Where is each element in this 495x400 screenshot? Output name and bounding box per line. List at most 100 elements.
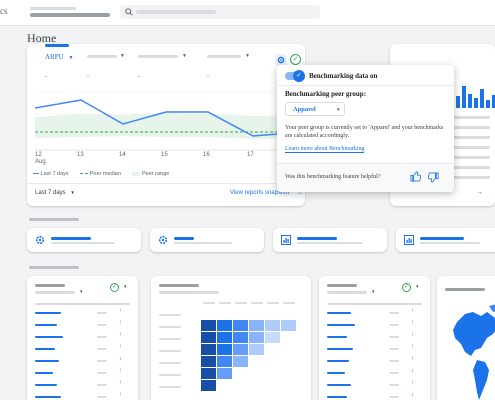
table-row [450,156,490,159]
heatmap-cell[interactable] [201,356,216,367]
table-cell [97,360,107,362]
heatmap-cell[interactable] [217,320,232,331]
report-card-map [437,276,495,400]
benchmarking-popup: ✓ Benchmarking data on Benchmarking peer… [277,65,454,192]
card-subtitle [35,291,75,294]
tab-2[interactable] [87,55,117,58]
card-title [327,284,357,287]
heatmap-cell[interactable] [201,332,216,343]
insight-subtitle [297,242,363,244]
tab-4[interactable] [207,55,241,58]
heatmap-cell[interactable] [233,332,248,343]
chevron-down-icon[interactable]: ▼ [371,289,376,294]
heatmap-cell[interactable] [217,368,232,379]
table-cell [389,384,399,386]
breadcrumb[interactable] [30,7,76,10]
heatmap-row-label [159,338,181,340]
heatmap-cell[interactable] [265,320,280,331]
insight-title [297,237,337,240]
card-title [35,284,65,287]
arrow-up-icon: ↑ [119,380,122,386]
chevron-down-icon: ▼ [70,190,75,195]
insight-card-1[interactable] [27,228,141,252]
heatmap-cell[interactable] [201,380,216,391]
heatmap-cell[interactable] [233,344,248,355]
bar-chart-icon [281,235,291,245]
heatmap-cell[interactable] [233,320,248,331]
table-row [450,146,490,149]
heatmap-cell[interactable] [217,332,232,343]
arrow-up-icon: ↑ [119,344,122,350]
heatmap-cell[interactable] [217,356,232,367]
tab-4-value: - [207,74,209,80]
tab-3[interactable] [138,55,178,58]
heatmap-cell[interactable] [201,344,216,355]
table-cell [389,372,399,374]
metric-selector[interactable]: ARPU ▼ [45,53,73,61]
heatmap-cell[interactable] [201,368,216,379]
trend-chart [35,91,305,151]
selected-tab-indicator [45,44,69,47]
heatmap-cell[interactable] [217,344,232,355]
insight-subtitle [174,242,232,244]
heatmap-cell[interactable] [201,320,216,331]
heatmap-cell[interactable] [249,320,264,331]
date-range-selector[interactable]: Last 7 days ▼ [35,190,75,196]
thumb-up-icon[interactable] [410,171,421,182]
heatmap-cell[interactable] [265,332,280,343]
legend: Last 7 days Peer median Peer range [33,171,169,177]
table-cell [97,384,107,386]
thumb-down-icon[interactable] [428,172,439,183]
chevron-down-icon[interactable]: ▼ [79,289,84,294]
insight-subtitle [51,242,115,244]
insight-card-3[interactable] [273,228,387,252]
table-cell [389,396,399,398]
feedback-question: Was this benchmarking feature helpful? [285,174,381,180]
search-input[interactable] [120,5,320,19]
heatmap-cell[interactable] [281,320,296,331]
card-title [159,284,199,287]
check-icon: ✓ [290,54,301,65]
heatmap-cell[interactable] [249,344,264,355]
toggle-knob: ✓ [293,70,305,82]
top-bar: cs [0,0,495,26]
arrow-right-icon[interactable]: → [476,189,483,196]
report-card-table-2: ▼ ✓ ▼ ↑ ↑ ↑ ↑ ↑ ↓ ↑ ↓ [319,276,430,400]
table-cell [97,324,107,326]
arrow-down-icon: ↓ [411,392,414,398]
view-reports-link[interactable]: View reports snapshot → [230,190,303,196]
x-label-3: 14 [119,152,126,158]
mini-bar-chart [450,86,495,108]
map-region-north-america [453,312,495,356]
insight-card-2[interactable] [150,228,264,252]
check-icon: ✓ [110,283,119,292]
arrow-up-icon: ↑ [119,392,122,398]
heatmap-cell[interactable] [233,356,248,367]
peer-group-select[interactable]: Apparel ▼ [285,102,345,116]
table-cell [389,360,399,362]
benchmarking-toggle[interactable]: ✓ [285,70,305,82]
check-icon: ✓ [402,283,411,292]
x-label-5: 16 [203,152,210,158]
arrow-up-icon: ↑ [411,356,414,362]
heatmap-cell[interactable] [249,332,264,343]
table-row [450,116,490,119]
insight-card-4[interactable] [396,228,495,252]
bar-chart-icon [404,235,414,245]
arrow-up-icon: ↑ [411,344,414,350]
benchmark-settings-button[interactable] [275,54,287,66]
section-heading [29,218,79,221]
search-placeholder [136,10,216,14]
chevron-down-icon[interactable]: ▼ [415,284,420,289]
heatmap-row-label [159,314,181,316]
learn-more-link[interactable]: Learn more about Benchmarking [285,146,365,153]
feedback-section: Was this benchmarking feature helpful? [277,163,454,192]
card-subtitle [327,291,367,294]
insight-title [174,237,194,240]
arrow-up-icon: ↑ [119,368,122,374]
x-label-1: 12 [35,152,42,158]
property-name[interactable] [30,13,110,17]
table-cell [35,384,57,386]
chevron-down-icon[interactable]: ▼ [123,284,128,289]
chevron-down-icon: ▼ [336,107,341,112]
